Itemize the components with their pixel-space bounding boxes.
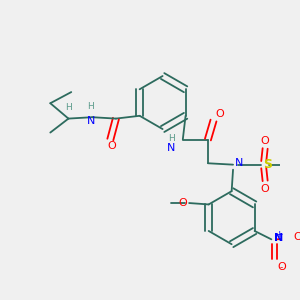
Text: N: N — [87, 116, 95, 125]
Text: H: H — [168, 134, 175, 142]
Text: O: O — [107, 141, 116, 151]
Text: O: O — [277, 262, 286, 272]
Text: O: O — [261, 136, 269, 146]
Text: H: H — [65, 103, 72, 112]
Text: N: N — [274, 233, 283, 244]
Text: O: O — [294, 232, 300, 242]
Text: N: N — [235, 158, 243, 168]
Text: O: O — [178, 198, 187, 208]
Text: O: O — [215, 109, 224, 119]
Text: +: + — [274, 230, 282, 239]
Text: S: S — [263, 158, 272, 171]
Text: -: - — [280, 263, 283, 272]
Text: H: H — [87, 102, 94, 111]
Text: N: N — [167, 143, 175, 153]
Text: O: O — [261, 184, 269, 194]
